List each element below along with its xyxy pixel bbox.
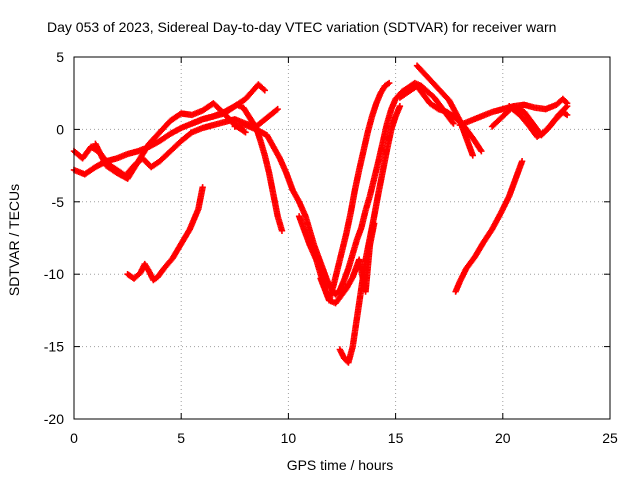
series-track-15 bbox=[317, 220, 378, 307]
plot-frame bbox=[73, 56, 611, 420]
y-tick-label: 0 bbox=[56, 121, 64, 137]
data-point bbox=[518, 158, 526, 165]
data-point bbox=[278, 227, 286, 234]
series-track-10 bbox=[456, 95, 571, 129]
x-tick-label: 20 bbox=[495, 430, 511, 446]
data-point bbox=[242, 129, 249, 136]
data-point bbox=[563, 111, 571, 119]
x-axis-label: GPS time / hours bbox=[287, 457, 394, 473]
series-track-9 bbox=[413, 62, 476, 159]
data-point bbox=[562, 104, 570, 111]
y-tick-label: -5 bbox=[52, 194, 65, 210]
data-point bbox=[563, 103, 571, 110]
x-tick-label: 15 bbox=[388, 430, 404, 446]
axis-layer: 0 5 10 15 20 25 -20 -15 -10 -5 0 5 bbox=[44, 49, 618, 446]
data-point bbox=[477, 146, 484, 154]
y-axis-label: SDTVAR / TECUs bbox=[6, 184, 22, 296]
y-tick-label: -20 bbox=[44, 411, 64, 427]
data-point bbox=[396, 103, 404, 110]
x-tick-label: 10 bbox=[281, 430, 297, 446]
data-point bbox=[370, 220, 378, 227]
data-point bbox=[261, 87, 269, 94]
series-track-13 bbox=[124, 184, 206, 284]
series-track-3 bbox=[92, 100, 249, 182]
data-point bbox=[449, 119, 456, 126]
series-track-14 bbox=[452, 158, 526, 295]
data-point bbox=[199, 184, 206, 191]
x-tick-label: 5 bbox=[177, 430, 185, 446]
chart-title: Day 053 of 2023, Sidereal Day-to-day VTE… bbox=[47, 19, 556, 35]
data-point bbox=[260, 85, 267, 93]
x-tick-label: 25 bbox=[602, 430, 618, 446]
data-point bbox=[385, 79, 393, 87]
y-tick-label: 5 bbox=[56, 49, 64, 65]
x-tick-label: 0 bbox=[70, 430, 78, 446]
data-point bbox=[273, 106, 280, 114]
data-point bbox=[478, 147, 485, 155]
series-track-12 bbox=[506, 103, 571, 140]
y-tick-label: -10 bbox=[44, 266, 64, 282]
data-point bbox=[450, 120, 457, 127]
data-point bbox=[274, 105, 281, 113]
y-tick-label: -15 bbox=[44, 339, 64, 355]
data-point bbox=[469, 152, 476, 159]
